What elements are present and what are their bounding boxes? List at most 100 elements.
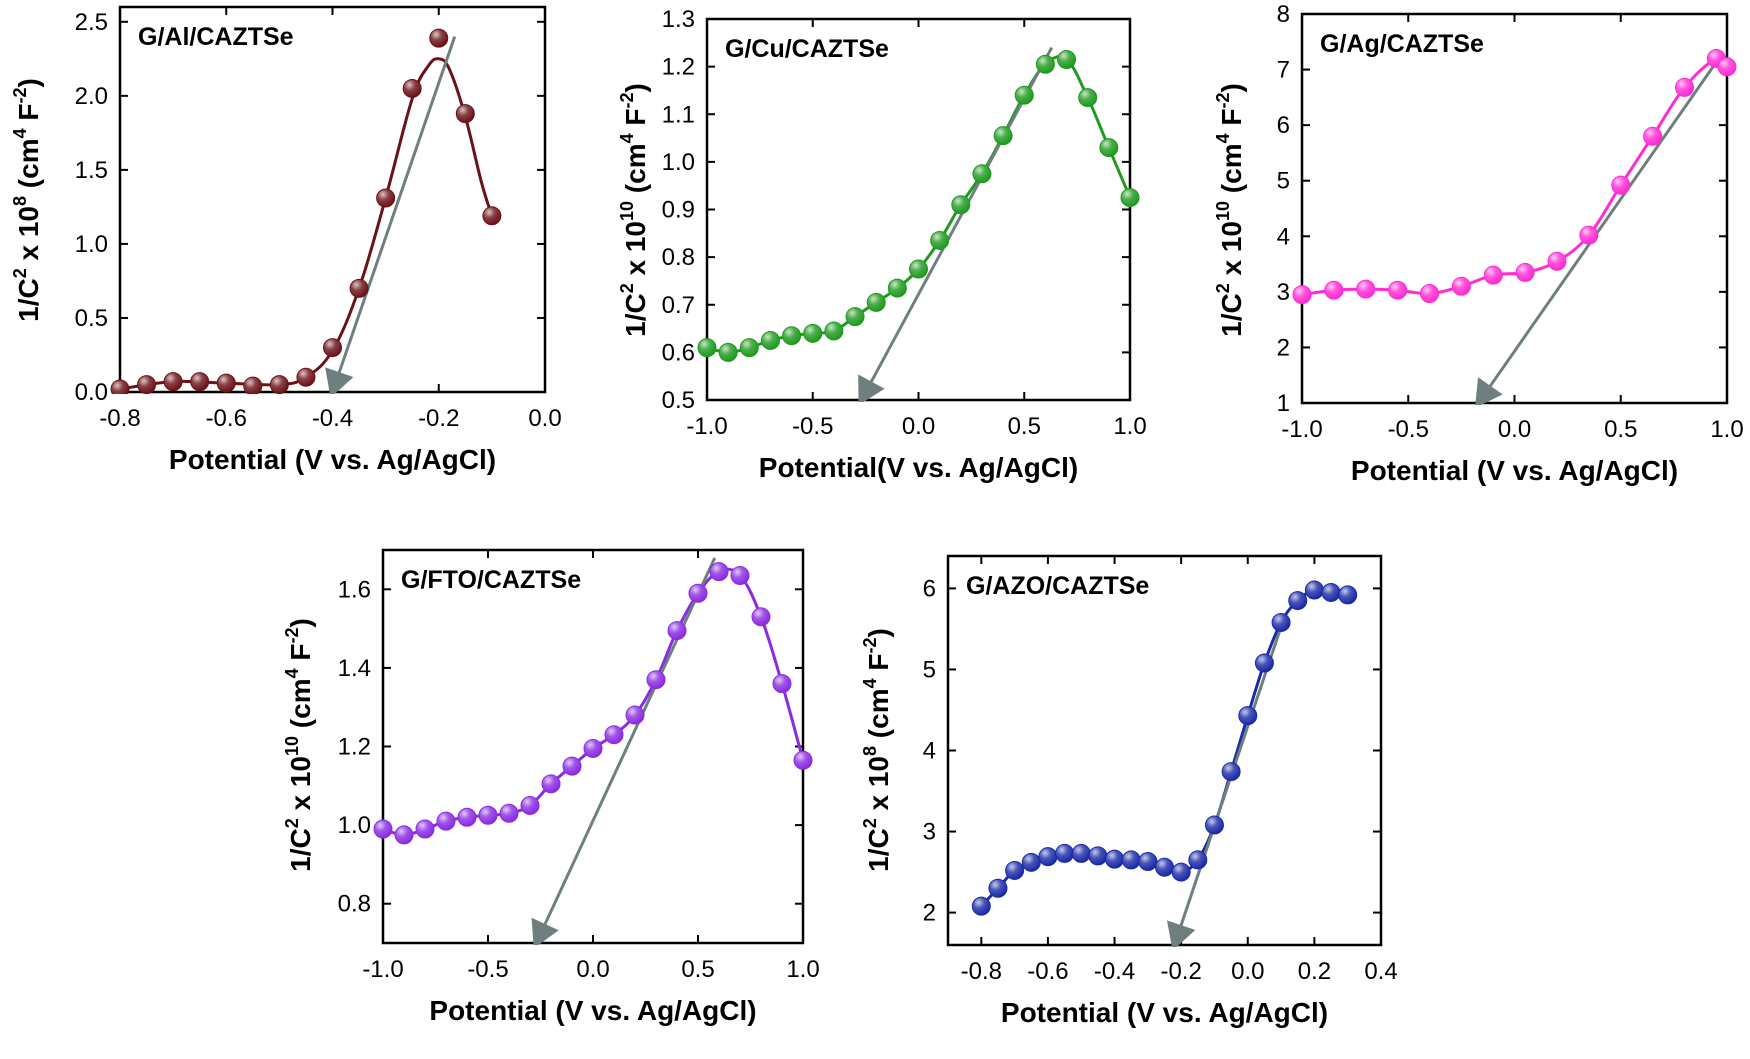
- data-point-cu: [1078, 88, 1098, 108]
- series-line-al: [119, 57, 494, 391]
- data-point-cu: [803, 323, 823, 343]
- series-group-al: [110, 28, 502, 394]
- y-tick-label-azo: 4: [923, 738, 936, 765]
- x-tick-label-al: -0.8: [99, 405, 140, 432]
- y-tick-label-al: 1.0: [75, 231, 108, 258]
- data-point-cu: [887, 278, 907, 298]
- chart-panel-cu: -1.0 -0.5 0.0 0.5 1.0 0.5 0.6 0.7 0.8 0.9 1.0 1.1 1.…: [617, 6, 1147, 483]
- data-point-azo: [1171, 862, 1191, 882]
- data-point-azo: [1304, 580, 1324, 600]
- x-tick-label-azo: -0.6: [1027, 958, 1068, 985]
- y-tick-label-cu: 0.9: [662, 197, 695, 224]
- data-point-cu: [909, 259, 928, 279]
- data-point-cu: [1014, 85, 1034, 105]
- y-tick-label-azo: 5: [923, 656, 936, 683]
- data-point-ag: [1547, 251, 1567, 271]
- y-tick-label-cu: 0.5: [662, 387, 695, 414]
- data-point-al: [482, 206, 502, 226]
- x-tick-label-ag: 0.0: [1498, 416, 1531, 443]
- data-point-al: [190, 372, 210, 392]
- x-tick-label-fto: 0.0: [576, 956, 609, 983]
- x-tick-label-fto: 0.5: [681, 956, 714, 983]
- y-axis-title-al: 1/C2 x 108 (cm4 F-2): [10, 78, 44, 322]
- data-point-azo: [1155, 857, 1174, 877]
- data-point-cu: [993, 126, 1013, 146]
- data-point-cu: [930, 230, 950, 250]
- chart-panel-azo: -0.8 -0.6 -0.4 -0.2 0.0 0.2 0.4 2 3 4 5 6 Potential …: [860, 554, 1398, 1028]
- y-tick-label-al: 0.0: [75, 379, 108, 406]
- x-tick-label-cu: -0.5: [792, 413, 833, 440]
- plot-frame-ag: [1300, 12, 1729, 405]
- data-point-cu: [1099, 138, 1119, 158]
- panel-title-fto: G/FTO/CAZTSe: [401, 566, 581, 594]
- x-axis-title-ag: Potential (V vs. Ag/AgCl): [1351, 455, 1678, 486]
- data-point-cu: [1035, 54, 1055, 74]
- data-point-azo: [1105, 849, 1125, 869]
- y-tick-label-ag: 3: [1277, 279, 1290, 306]
- panel-title-cu: G/Cu/CAZTSe: [725, 35, 889, 63]
- y-tick-label-cu: 0.7: [662, 292, 695, 319]
- x-tick-label-azo: -0.4: [1094, 958, 1135, 985]
- chart-panel-fto: -1.0 -0.5 0.0 0.5 1.0 0.8 1.0 1.2 1.4 1.6 Potentia…: [282, 548, 820, 1026]
- y-tick-label-ag: 6: [1277, 112, 1290, 139]
- y-tick-label-cu: 1.1: [662, 101, 695, 128]
- data-point-fto: [541, 774, 561, 794]
- x-axis-title-fto: Potential (V vs. Ag/AgCl): [429, 995, 756, 1026]
- y-tick-label-cu: 1.0: [662, 149, 695, 176]
- data-point-al: [323, 338, 342, 358]
- series-line-ag: [1301, 56, 1729, 297]
- chart-panel-ag: -1.0 -0.5 0.0 0.5 1.0 1 2 3 4 5 6 7 8 Potential (V vs…: [1213, 1, 1744, 486]
- data-point-azo: [971, 896, 991, 916]
- y-tick-label-ag: 4: [1277, 223, 1290, 250]
- tangent-arrow-fto: [531, 557, 717, 945]
- series-line-cu: [706, 55, 1132, 354]
- y-tick-label-al: 2.5: [75, 9, 108, 36]
- y-tick-label-cu: 0.8: [662, 244, 695, 271]
- data-point-azo: [1055, 843, 1075, 863]
- data-point-azo: [1088, 846, 1108, 866]
- y-tick-label-azo: 2: [923, 900, 936, 927]
- x-tick-label-al: -0.6: [206, 405, 247, 432]
- x-tick-label-al: -0.4: [312, 405, 353, 432]
- data-point-azo: [1204, 815, 1224, 835]
- data-point-fto: [415, 819, 435, 839]
- x-tick-label-cu: 0.5: [1008, 413, 1041, 440]
- x-axis-title-azo: Potential (V vs. Ag/AgCl): [1001, 997, 1328, 1028]
- data-point-fto: [394, 825, 414, 845]
- panel-title-al: G/Al/CAZTSe: [138, 23, 294, 51]
- data-point-azo: [1188, 850, 1208, 870]
- x-tick-label-cu: 0.0: [902, 413, 935, 440]
- y-tick-label-cu: 1.2: [662, 54, 695, 81]
- x-tick-label-cu: 1.0: [1113, 413, 1146, 440]
- data-point-azo: [1271, 612, 1291, 632]
- data-point-fto: [667, 621, 687, 641]
- data-point-azo: [1321, 582, 1341, 602]
- data-point-ag: [1611, 175, 1631, 195]
- y-tick-label-ag: 2: [1277, 334, 1290, 361]
- y-tick-label-cu: 0.6: [662, 339, 695, 366]
- y-tick-label-al: 2.0: [75, 83, 108, 110]
- y-tick-label-al: 0.5: [75, 305, 108, 332]
- y-tick-label-azo: 3: [923, 819, 936, 846]
- data-point-cu: [782, 326, 802, 346]
- data-point-ag: [1717, 57, 1737, 77]
- data-point-fto: [625, 705, 645, 725]
- x-tick-label-fto: -0.5: [467, 956, 508, 983]
- data-point-azo: [1071, 843, 1091, 863]
- data-point-al: [402, 78, 422, 98]
- x-tick-label-azo: 0.2: [1298, 958, 1331, 985]
- data-point-cu: [1120, 188, 1140, 208]
- y-tick-label-cu: 1.3: [662, 6, 695, 33]
- data-point-al: [429, 28, 449, 48]
- data-point-al: [110, 379, 130, 394]
- data-point-fto: [436, 811, 456, 831]
- data-point-ag: [1643, 126, 1663, 146]
- data-point-fto: [646, 670, 666, 690]
- data-point-al: [243, 376, 263, 394]
- x-tick-label-ag: -1.0: [1281, 416, 1322, 443]
- data-point-cu: [972, 164, 992, 184]
- data-point-al: [349, 278, 369, 298]
- series-line-fto: [382, 567, 805, 837]
- data-point-azo: [1021, 852, 1041, 872]
